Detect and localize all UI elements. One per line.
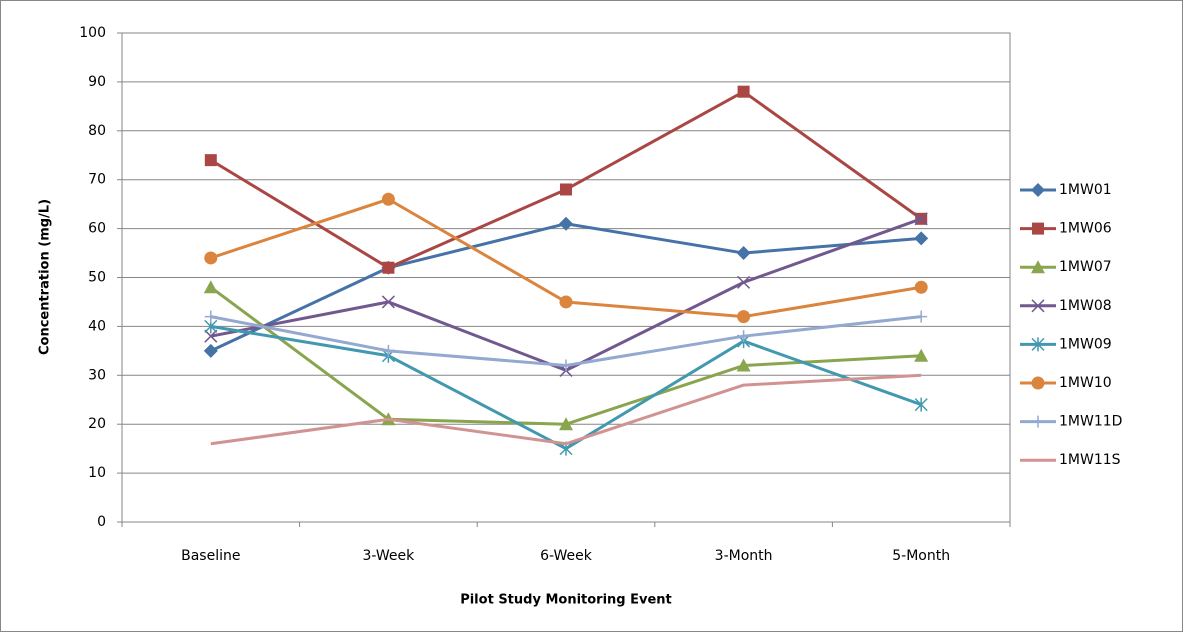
marker (914, 280, 928, 294)
y-tick-label: 90 (88, 74, 106, 90)
x-tick-label: 5-Month (892, 548, 950, 564)
marker (737, 310, 751, 324)
marker (204, 310, 217, 323)
x-tick-label: Baseline (181, 548, 240, 564)
marker (914, 397, 928, 412)
legend-label: 1MW09 (1059, 336, 1112, 352)
marker (736, 246, 751, 261)
marker (914, 348, 929, 362)
legend-label: 1MW07 (1059, 259, 1112, 275)
marker (914, 231, 929, 246)
marker (1032, 222, 1044, 235)
marker (1031, 260, 1045, 274)
y-tick-label: 100 (79, 25, 106, 41)
marker (203, 280, 218, 294)
marker (559, 295, 573, 309)
marker (382, 344, 395, 357)
marker (737, 330, 750, 343)
legend-label: 1MW06 (1059, 221, 1112, 237)
y-tick-label: 20 (88, 416, 106, 432)
marker (915, 310, 928, 323)
legend-label: 1MW11D (1059, 414, 1122, 430)
marker (560, 183, 572, 196)
x-axis-title: Pilot Study Monitoring Event (460, 593, 672, 608)
legend-label: 1MW08 (1059, 298, 1112, 314)
marker (560, 359, 572, 372)
marker (559, 216, 573, 231)
y-tick-label: 30 (88, 367, 106, 383)
y-tick-label: 40 (88, 318, 106, 334)
x-tick-label: 6-Week (540, 548, 593, 564)
series-line (210, 373, 922, 446)
y-tick-label: 70 (88, 172, 106, 188)
marker (914, 212, 928, 226)
marker (736, 358, 751, 372)
legend-label: 1MW10 (1059, 375, 1112, 391)
marker (204, 251, 218, 265)
x-tick-label: 3-Month (715, 548, 773, 564)
marker (382, 261, 395, 274)
legend-label: 1MW01 (1059, 182, 1112, 198)
marker (381, 192, 395, 206)
legend-label: 1MW11S (1059, 452, 1121, 468)
y-tick-label: 50 (88, 270, 106, 286)
marker (559, 417, 573, 431)
y-tick-label: 80 (88, 123, 106, 139)
marker (203, 343, 218, 358)
y-tick-label: 60 (88, 221, 106, 237)
marker (1032, 415, 1044, 428)
y-tick-label: 10 (88, 465, 106, 481)
marker (204, 154, 217, 167)
marker (381, 295, 395, 309)
marker (1031, 337, 1045, 352)
y-tick-label: 0 (97, 514, 106, 530)
marker (1031, 299, 1045, 313)
x-tick-label: 3-Week (363, 548, 416, 564)
marker (737, 85, 750, 98)
y-axis-title: Concentration (mg/L) (38, 199, 53, 355)
marker (204, 329, 218, 343)
marker (1031, 183, 1045, 197)
marker (737, 275, 751, 289)
marker (1031, 376, 1045, 390)
